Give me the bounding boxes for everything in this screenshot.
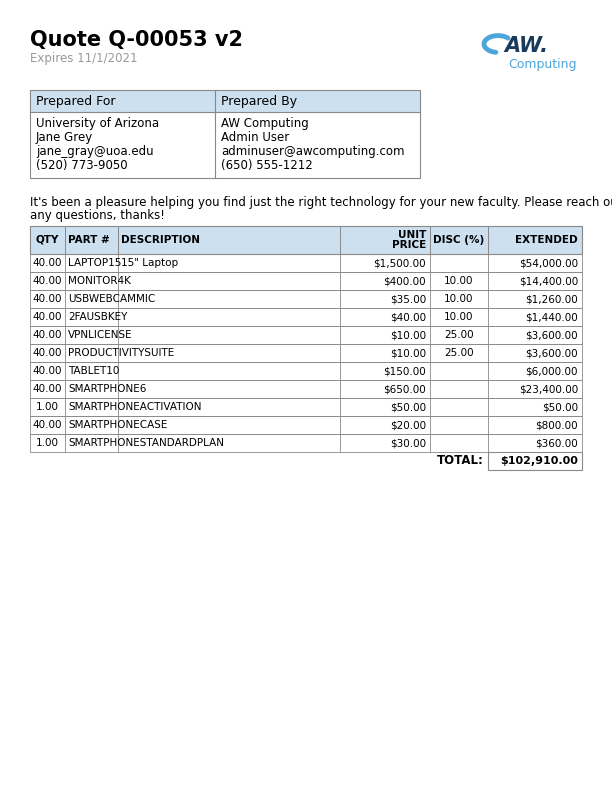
Text: TABLET10: TABLET10	[68, 366, 119, 376]
Text: UNIT: UNIT	[398, 230, 426, 240]
Text: PRODUCTIVITYSUITE: PRODUCTIVITYSUITE	[68, 348, 174, 358]
Text: $650.00: $650.00	[383, 384, 426, 394]
Text: $102,910.00: $102,910.00	[500, 456, 578, 466]
Text: Admin User: Admin User	[221, 131, 289, 144]
Bar	[30, 272, 582, 290]
Text: DESCRIPTION: DESCRIPTION	[121, 235, 200, 245]
Text: USBWEBCAMMIC: USBWEBCAMMIC	[68, 294, 155, 304]
Text: $50.00: $50.00	[390, 402, 426, 412]
Bar	[30, 90, 420, 112]
Text: $1,500.00: $1,500.00	[373, 258, 426, 268]
Text: 40.00: 40.00	[33, 258, 62, 268]
Text: $35.00: $35.00	[390, 294, 426, 304]
Bar	[30, 362, 582, 380]
Text: SMARTPHONECASE: SMARTPHONECASE	[68, 420, 167, 430]
Text: $30.00: $30.00	[390, 438, 426, 448]
Text: $150.00: $150.00	[383, 366, 426, 376]
Text: (650) 555-1212: (650) 555-1212	[221, 159, 313, 172]
Text: 25.00: 25.00	[444, 348, 474, 358]
Text: 40.00: 40.00	[33, 384, 62, 394]
Text: 40.00: 40.00	[33, 294, 62, 304]
Text: AW.: AW.	[504, 36, 548, 56]
Text: $400.00: $400.00	[383, 276, 426, 286]
Bar	[30, 380, 582, 398]
Text: TOTAL:: TOTAL:	[437, 455, 484, 467]
Text: $3,600.00: $3,600.00	[525, 348, 578, 358]
Text: 40.00: 40.00	[33, 276, 62, 286]
Text: jane_gray@uoa.edu: jane_gray@uoa.edu	[36, 145, 154, 158]
Bar	[30, 326, 582, 344]
Text: 40.00: 40.00	[33, 366, 62, 376]
Text: $360.00: $360.00	[536, 438, 578, 448]
Text: $800.00: $800.00	[536, 420, 578, 430]
Text: adminuser@awcomputing.com: adminuser@awcomputing.com	[221, 145, 405, 158]
FancyBboxPatch shape	[488, 452, 582, 470]
Text: EXTENDED: EXTENDED	[515, 235, 578, 245]
Text: 1.00: 1.00	[36, 438, 59, 448]
Text: MONITOR4K: MONITOR4K	[68, 276, 131, 286]
Text: $3,600.00: $3,600.00	[525, 330, 578, 340]
Text: AW Computing: AW Computing	[221, 117, 308, 130]
Text: 1.00: 1.00	[36, 402, 59, 412]
Text: SMARTPHONE6: SMARTPHONE6	[68, 384, 146, 394]
Text: $10.00: $10.00	[390, 348, 426, 358]
Text: SMARTPHONESTANDARDPLAN: SMARTPHONESTANDARDPLAN	[68, 438, 224, 448]
Text: $1,260.00: $1,260.00	[525, 294, 578, 304]
Text: 40.00: 40.00	[33, 330, 62, 340]
Text: 40.00: 40.00	[33, 420, 62, 430]
Bar	[30, 254, 582, 272]
Text: $6,000.00: $6,000.00	[526, 366, 578, 376]
Text: 2FAUSBKEY: 2FAUSBKEY	[68, 312, 127, 322]
Text: Computing: Computing	[508, 58, 577, 71]
Text: Quote Q-00053 v2: Quote Q-00053 v2	[30, 30, 243, 50]
Text: It's been a pleasure helping you find just the right technology for your new fac: It's been a pleasure helping you find ju…	[30, 196, 612, 209]
Text: (520) 773-9050: (520) 773-9050	[36, 159, 128, 172]
Text: LAPTOP15: LAPTOP15	[68, 258, 121, 268]
Text: 10.00: 10.00	[444, 294, 474, 304]
Text: University of Arizona: University of Arizona	[36, 117, 159, 130]
Text: $54,000.00: $54,000.00	[519, 258, 578, 268]
Text: DISC (%): DISC (%)	[433, 235, 485, 245]
Text: $10.00: $10.00	[390, 330, 426, 340]
Text: $50.00: $50.00	[542, 402, 578, 412]
Bar	[30, 416, 582, 434]
Text: Jane Grey: Jane Grey	[36, 131, 93, 144]
Text: Prepared By: Prepared By	[221, 95, 297, 108]
Text: PART #: PART #	[68, 235, 110, 245]
Bar	[30, 434, 582, 452]
Bar	[30, 398, 582, 416]
Text: 40.00: 40.00	[33, 348, 62, 358]
Text: $1,440.00: $1,440.00	[525, 312, 578, 322]
Text: Expires 11/1/2021: Expires 11/1/2021	[30, 52, 138, 65]
Text: 25.00: 25.00	[444, 330, 474, 340]
Text: PRICE: PRICE	[392, 240, 426, 250]
Bar	[30, 344, 582, 362]
Text: $23,400.00: $23,400.00	[519, 384, 578, 394]
Text: VPNLICENSE: VPNLICENSE	[68, 330, 133, 340]
Text: 10.00: 10.00	[444, 276, 474, 286]
Text: any questions, thanks!: any questions, thanks!	[30, 209, 165, 222]
Text: 10.00: 10.00	[444, 312, 474, 322]
Text: 15" Laptop: 15" Laptop	[121, 258, 178, 268]
Text: 40.00: 40.00	[33, 312, 62, 322]
Text: Prepared For: Prepared For	[36, 95, 116, 108]
Text: SMARTPHONEACTIVATION: SMARTPHONEACTIVATION	[68, 402, 201, 412]
Bar	[30, 226, 582, 254]
Bar	[30, 290, 582, 308]
Text: $14,400.00: $14,400.00	[519, 276, 578, 286]
Text: QTY: QTY	[36, 235, 59, 245]
Text: $20.00: $20.00	[390, 420, 426, 430]
Text: $40.00: $40.00	[390, 312, 426, 322]
Bar	[30, 308, 582, 326]
